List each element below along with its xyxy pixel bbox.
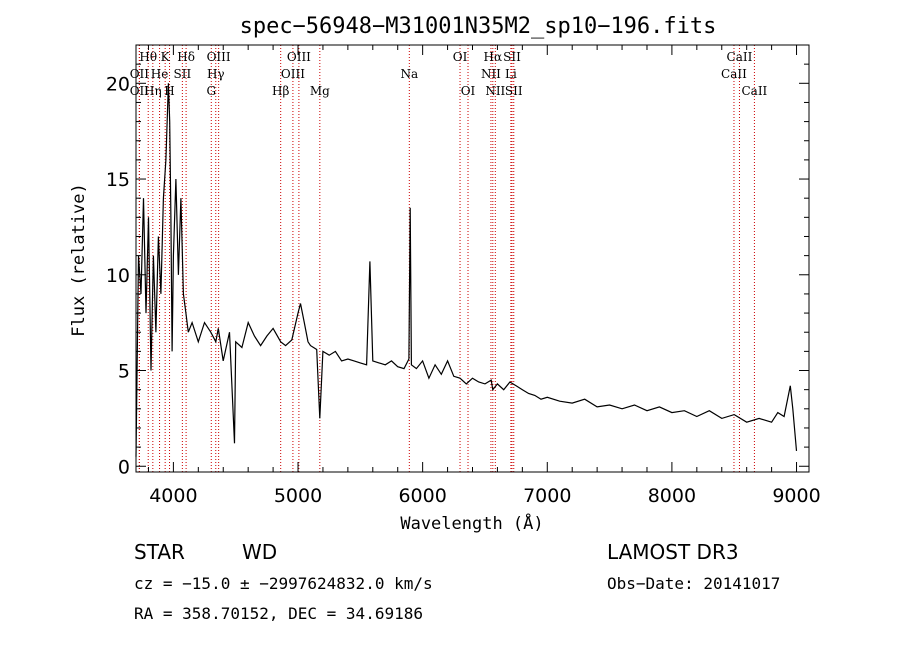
line-label-25: CaII <box>727 50 753 64</box>
line-label-14: OIII <box>287 50 311 64</box>
line-label-10: Hγ <box>207 67 225 81</box>
line-label-18: OI <box>461 84 476 98</box>
chart-title: spec−56948−M31001N35M2_sp10−196.fits <box>240 14 717 39</box>
line-label-12: Hβ <box>272 84 289 98</box>
x-tick-label: 7000 <box>523 485 571 507</box>
redshift-text: cz = −15.0 ± −2997624832.0 km/s <box>134 574 433 593</box>
line-label-15: Mg <box>310 84 330 98</box>
y-tick-label: 20 <box>106 73 130 95</box>
line-label-13: OIII <box>281 67 305 81</box>
spectrum-series-line <box>135 83 798 457</box>
y-axis-label: Flux (relative) <box>69 183 89 337</box>
line-label-3: He <box>151 67 169 81</box>
x-tick-label: 9000 <box>772 485 820 507</box>
survey-label: LAMOST DR3 <box>607 540 739 564</box>
line-label-21: NII <box>485 84 505 98</box>
line-label-6: H <box>164 84 174 98</box>
line-label-11: G <box>206 84 216 98</box>
line-label-5: K <box>161 50 171 64</box>
line-label-8: SII <box>174 67 192 81</box>
line-label-0: Hθ <box>139 50 157 64</box>
line-label-4: OII <box>130 67 150 81</box>
line-label-24: SII <box>505 84 523 98</box>
line-label-26: CaII <box>721 67 747 81</box>
x-axis-label: Wavelength (Å) <box>400 512 543 534</box>
axis-ticks <box>136 45 809 472</box>
x-tick-label: 8000 <box>648 485 696 507</box>
plot-frame <box>135 44 810 473</box>
line-label-27: CaII <box>741 84 767 98</box>
y-tick-label: 0 <box>118 456 130 478</box>
line-label-20: NII <box>481 67 501 81</box>
x-tick-label: 4000 <box>149 485 197 507</box>
line-label-17: OI <box>453 50 468 64</box>
x-tick-label: 5000 <box>274 485 322 507</box>
x-tick-label: 6000 <box>398 485 446 507</box>
line-label-16: Na <box>400 67 418 81</box>
y-tick-label: 5 <box>118 361 130 383</box>
line-label-9: OIII <box>207 50 231 64</box>
object-subclass: WD <box>242 540 277 564</box>
y-tick-label: 10 <box>106 265 130 287</box>
line-label-7: Hδ <box>177 50 195 64</box>
radec-text: RA = 358.70152, DEC = 34.69186 <box>134 604 423 623</box>
object-class: STAR <box>134 540 185 564</box>
x-tick-labels: 4000 5000 6000 7000 8000 9000 <box>149 485 821 507</box>
obs-date-text: Obs−Date: 20141017 <box>607 574 780 593</box>
y-tick-labels: 0 5 10 15 20 <box>106 73 130 478</box>
line-label-2: Hη <box>144 84 162 98</box>
line-label-23: Li <box>505 67 517 81</box>
line-label-19: Hα <box>484 50 503 64</box>
line-label-1: OII <box>130 84 150 98</box>
y-tick-label: 15 <box>106 169 130 191</box>
line-label-22: SII <box>503 50 521 64</box>
